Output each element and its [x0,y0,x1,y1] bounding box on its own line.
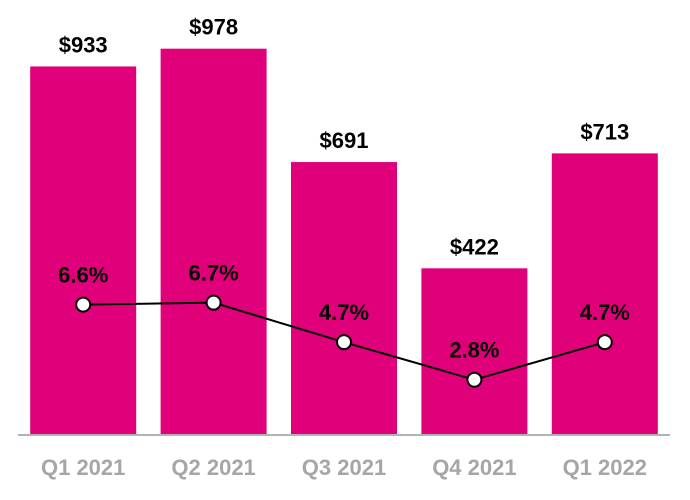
bar-value-label-2: $978 [189,15,238,40]
x-tick-label-4: Q4 2021 [432,455,516,480]
x-tick-label-3: Q3 2021 [302,455,386,480]
margin-value-label-4: 2.8% [449,338,499,363]
margin-value-label-1: 6.6% [58,263,108,288]
bar-value-label-3: $691 [320,128,369,153]
margin-point-1 [75,296,92,313]
bar-4 [421,268,528,435]
bar-value-label-4: $422 [450,234,499,259]
x-tick-label-2: Q2 2021 [171,455,255,480]
margin-value-label-5: 4.7% [580,300,630,325]
bar-1 [30,66,137,435]
x-tick-label-1: Q1 2021 [41,455,125,480]
x-tick-label-5: Q1 2022 [563,455,647,480]
bar-3 [291,162,397,435]
margin-value-label-3: 4.7% [319,300,369,325]
margin-value-label-2: 6.7% [189,261,239,286]
margin-point-2 [205,294,222,311]
bar-2 [160,48,267,435]
margin-point-3 [336,334,352,351]
line-layer [75,294,613,388]
bars-layer [30,48,658,436]
margin-point-5 [596,334,613,351]
labels-layer: $933 $978 $691 $422 $713 6.6% 6.7% 4.7% 2.8% 4.7% [58,15,630,363]
ticks-layer: Q1 2021 Q2 2021 Q3 2021 Q4 2021 Q1 2022 [41,455,647,480]
bar-value-label-5: $713 [580,119,629,144]
margin-point-4 [466,371,483,388]
bar-5 [551,153,658,436]
bar-value-label-1: $933 [59,32,108,57]
